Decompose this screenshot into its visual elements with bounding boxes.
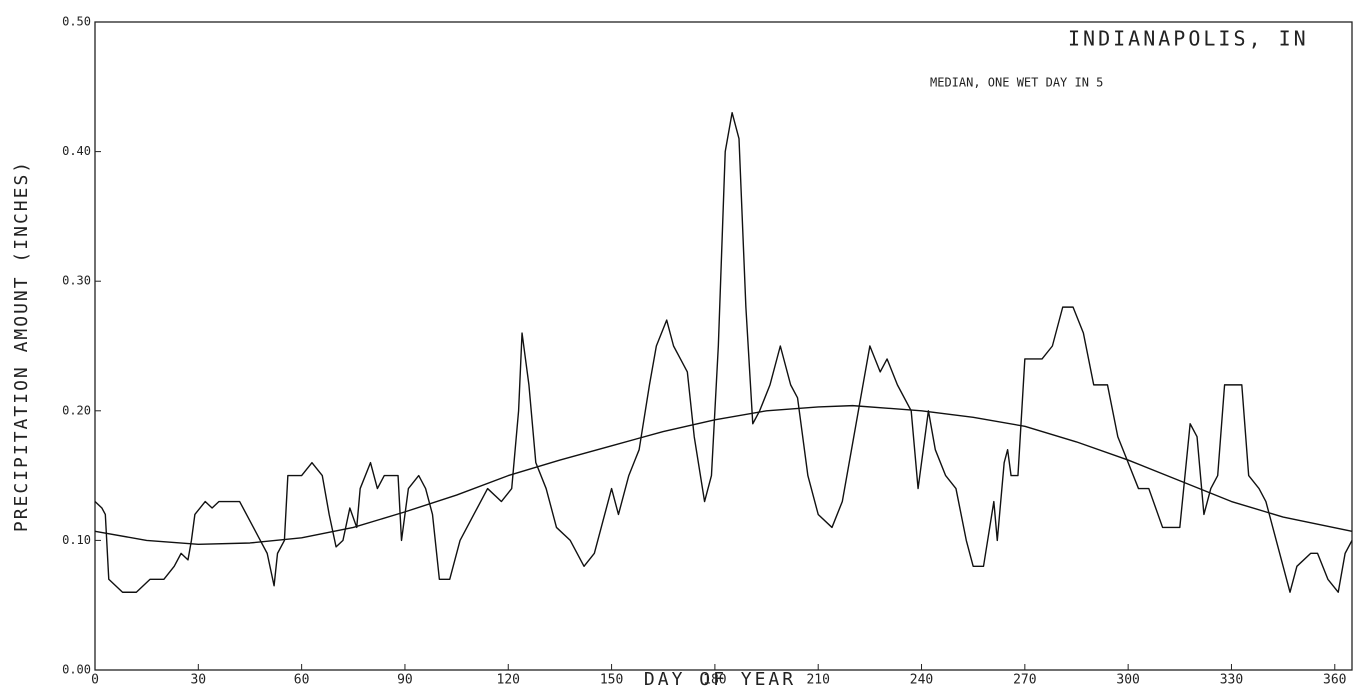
x-tick-label: 180 <box>703 673 726 688</box>
x-tick-label: 210 <box>806 673 829 688</box>
y-tick-label: 0.50 <box>62 15 91 29</box>
x-tick-label: 360 <box>1323 673 1346 688</box>
x-tick-label: 270 <box>1013 673 1036 688</box>
x-tick-label: 90 <box>397 673 413 688</box>
y-tick-label: 0.40 <box>62 144 91 158</box>
x-tick-label: 150 <box>600 673 623 688</box>
chart-title: INDIANAPOLIS, IN <box>1068 27 1309 51</box>
plot-frame <box>94 21 1353 671</box>
x-tick-label: 300 <box>1116 673 1139 688</box>
x-tick-label: 330 <box>1220 673 1243 688</box>
y-axis-label: PRECIPITATION AMOUNT (INCHES) <box>11 160 32 532</box>
x-axis-label: DAY OF YEAR <box>644 669 796 690</box>
y-tick-label: 0.10 <box>62 533 91 547</box>
series-line <box>94 112 1353 593</box>
x-tick-label: 30 <box>190 673 206 688</box>
y-tick-label: 0.30 <box>62 274 91 288</box>
y-tick-label: 0.20 <box>62 403 91 417</box>
x-tick-label: 60 <box>294 673 310 688</box>
series-line <box>94 404 1353 545</box>
y-tick-label: 0.00 <box>62 663 91 677</box>
x-tick-label: 0 <box>91 673 99 688</box>
x-tick-label: 240 <box>910 673 933 688</box>
x-tick-label: 120 <box>497 673 520 688</box>
chart-subtitle: MEDIAN, ONE WET DAY IN 5 <box>930 76 1103 90</box>
